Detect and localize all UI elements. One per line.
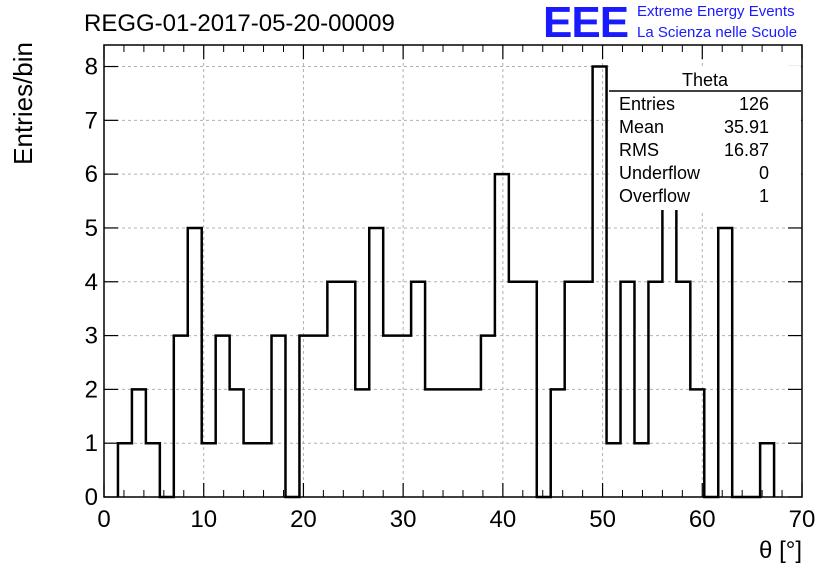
x-tick-label: 10	[190, 506, 217, 533]
histogram-bin	[676, 282, 690, 497]
histogram-bin	[760, 443, 774, 497]
x-tick-label: 50	[589, 506, 616, 533]
y-tick-label: 2	[85, 376, 98, 403]
stats-label: Entries	[619, 94, 675, 114]
histogram-bin	[718, 228, 732, 497]
plot-frame	[103, 44, 803, 498]
logo-line-1: Extreme Energy Events	[637, 3, 795, 20]
histogram-bin	[579, 282, 593, 497]
histogram-bin	[607, 443, 621, 497]
histogram-bin	[453, 389, 467, 497]
histogram-bin	[621, 282, 635, 497]
y-axis-title: Entries/bin	[8, 42, 38, 165]
histogram-bin	[523, 282, 537, 497]
histogram-bin	[411, 282, 425, 497]
chart-title: REGG-01-2017-05-20-00009	[84, 10, 395, 37]
y-tick-label: 5	[85, 215, 98, 242]
histogram-bin	[355, 389, 369, 497]
histogram-bin	[188, 228, 202, 497]
y-tick-label: 7	[85, 107, 98, 134]
histogram-bin	[174, 336, 188, 497]
histogram-bin	[299, 336, 313, 497]
histogram-bin	[216, 336, 230, 497]
histogram-bin	[425, 389, 439, 497]
histogram-bin	[272, 336, 286, 497]
y-tick-label: 8	[85, 54, 98, 81]
histogram-bin	[565, 282, 579, 497]
histogram-bin	[648, 282, 662, 497]
stats-title: Theta	[682, 70, 729, 90]
logo-line-2: La Scienza nelle Scuole	[637, 24, 798, 41]
stats-value: 16.87	[724, 140, 769, 160]
histogram-bin	[495, 174, 509, 497]
histogram-bin	[146, 443, 160, 497]
x-tick-label: 30	[390, 506, 417, 533]
histogram-bin	[509, 282, 523, 497]
histogram-bin	[439, 389, 453, 497]
histogram-bin	[690, 389, 704, 497]
histogram-bin	[341, 282, 355, 497]
histogram-bin	[244, 443, 258, 497]
x-tick-label: 70	[789, 506, 816, 533]
stats-value: 35.91	[724, 117, 769, 137]
eee-logo: EEE	[543, 0, 629, 47]
x-tick-label: 0	[97, 506, 110, 533]
histogram-bin	[313, 336, 327, 497]
histogram-bin	[132, 389, 146, 497]
stats-label: Underflow	[619, 163, 701, 183]
histogram-bin	[593, 67, 607, 497]
x-axis-title: θ [°]	[759, 537, 802, 564]
histogram-bin	[327, 282, 341, 497]
histogram-bin	[481, 336, 495, 497]
histogram-bin	[383, 336, 397, 497]
histogram-bin	[258, 443, 272, 497]
stats-value: 126	[739, 94, 769, 114]
y-tick-label: 3	[85, 323, 98, 350]
x-tick-label: 60	[689, 506, 716, 533]
stats-value: 1	[759, 186, 769, 206]
y-tick-label: 4	[85, 269, 98, 296]
histogram-bin	[634, 443, 648, 497]
y-tick-label: 1	[85, 430, 98, 457]
stats-value: 0	[759, 163, 769, 183]
histogram-bin	[230, 389, 244, 497]
x-tick-label: 20	[290, 506, 317, 533]
y-tick-label: 6	[85, 161, 98, 188]
stats-label: Overflow	[619, 186, 691, 206]
histogram-bin	[551, 389, 565, 497]
y-tick-label: 0	[85, 484, 98, 511]
x-tick-label: 40	[490, 506, 517, 533]
histogram-bin	[662, 174, 676, 497]
histogram-bin	[397, 336, 411, 497]
histogram-bin	[467, 389, 481, 497]
histogram-bin	[369, 228, 383, 497]
histogram-bin	[118, 443, 132, 497]
stats-label: Mean	[619, 117, 664, 137]
stats-box	[609, 66, 801, 210]
stats-label: RMS	[619, 140, 659, 160]
